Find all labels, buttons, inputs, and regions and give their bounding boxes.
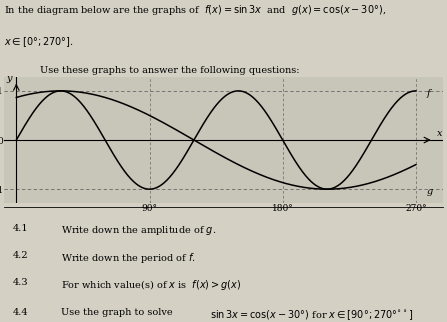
Text: g: g	[426, 187, 433, 196]
Text: f: f	[426, 89, 430, 98]
Text: 4.4: 4.4	[13, 308, 29, 317]
Text: Write down the period of $f$.: Write down the period of $f$.	[61, 251, 196, 265]
Text: 4.1: 4.1	[13, 224, 29, 233]
Text: In the diagram below are the graphs of  $f(x) = \sin 3x$  and  $g(x) = \cos(x - : In the diagram below are the graphs of $…	[4, 3, 387, 17]
Text: For which value(s) of $x$ is  $f(x) > g(x)$: For which value(s) of $x$ is $f(x) > g(x…	[61, 278, 242, 292]
Text: Use these graphs to answer the following questions:: Use these graphs to answer the following…	[39, 66, 299, 75]
Text: x: x	[437, 129, 443, 138]
Text: $\sin 3x = \cos(x - 30°)$ for $x \in [90°; 270°^{\circ\circ}]$: $\sin 3x = \cos(x - 30°)$ for $x \in [90…	[211, 308, 413, 322]
Text: $x \in [0°; 270°]$.: $x \in [0°; 270°]$.	[4, 35, 74, 49]
Text: y: y	[6, 74, 12, 83]
Text: Use the graph to solve: Use the graph to solve	[61, 308, 173, 317]
Text: 4.3: 4.3	[13, 278, 29, 287]
Text: 4.2: 4.2	[13, 251, 29, 260]
Text: Write down the amplitude of $g$.: Write down the amplitude of $g$.	[61, 224, 217, 237]
